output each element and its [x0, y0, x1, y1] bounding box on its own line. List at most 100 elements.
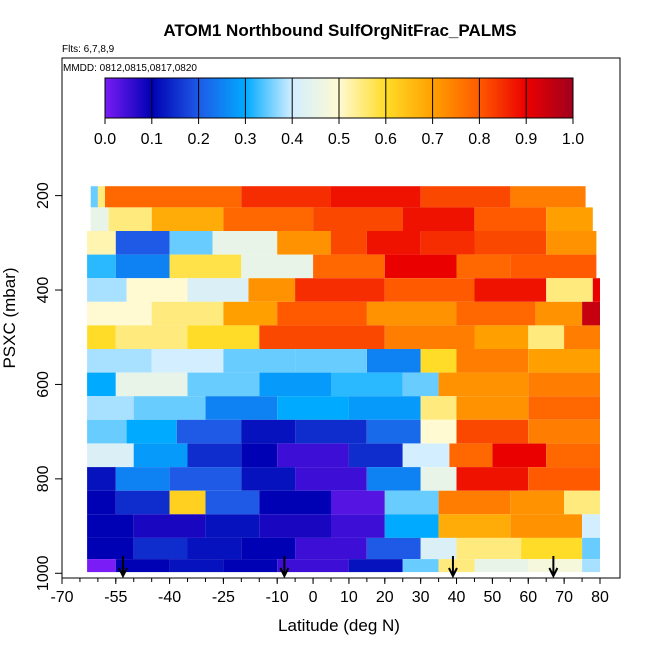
- y-axis: 200 400 600 800 1000: [35, 182, 62, 591]
- heatmap-cell: [87, 467, 116, 491]
- colorbar-tick-label: 0.6: [375, 131, 397, 148]
- heatmap-cell: [277, 301, 367, 326]
- heatmap-cell: [582, 514, 600, 538]
- heatmap-cell: [259, 325, 385, 349]
- heatmap-cell: [582, 301, 600, 326]
- y-axis-label: PSXC (mbar): [0, 267, 19, 368]
- x-axis-label: Latitude (deg N): [278, 616, 400, 635]
- heatmap-cell: [366, 301, 457, 326]
- heatmap-cell: [546, 443, 600, 468]
- colorbar-tick-label: 0.2: [187, 131, 209, 148]
- heatmap-cell: [295, 537, 367, 560]
- heatmap-cell: [420, 396, 457, 420]
- heatmap-cell: [187, 537, 242, 560]
- heatmap-cell: [528, 419, 600, 444]
- colorbar-tick-label: 0.1: [141, 131, 163, 148]
- dates-label: MMDD: 0812,0815,0817,0820: [63, 63, 197, 74]
- heatmap-cell: [546, 278, 593, 302]
- heatmap-cell: [384, 278, 475, 302]
- heatmap-cell: [564, 325, 600, 349]
- heatmap-cell: [366, 419, 421, 444]
- flight-marker-arrowhead: [548, 567, 559, 579]
- x-tick-label: 50: [484, 589, 502, 606]
- heatmap-cell: [187, 443, 242, 468]
- heatmap-cell: [420, 231, 475, 255]
- heatmap-cell: [176, 419, 242, 444]
- heatmap-cell: [510, 254, 597, 279]
- heatmap-cell: [105, 186, 242, 208]
- heatmap-cell: [528, 349, 600, 373]
- heatmap-cell: [331, 490, 385, 515]
- heatmap-cell: [474, 278, 547, 302]
- heatmap-cell: [87, 514, 134, 538]
- heatmap-cell: [187, 372, 260, 397]
- heatmap-cell: [313, 254, 385, 279]
- heatmap-cell: [151, 349, 224, 373]
- heatmap-cell: [474, 325, 529, 349]
- heatmap-cell: [384, 325, 475, 349]
- heatmap-cell: [133, 537, 188, 560]
- heatmap-cell: [331, 186, 421, 208]
- heatmap-cell: [366, 349, 421, 373]
- heatmap-cell: [348, 559, 403, 573]
- heatmap-cell: [87, 325, 116, 349]
- heatmap-cell: [592, 278, 600, 302]
- heatmap-cell: [169, 231, 213, 255]
- heatmap-cell: [456, 537, 522, 560]
- heatmap-cell: [295, 278, 385, 302]
- heatmap-cell: [546, 231, 597, 255]
- heatmap-cell: [420, 537, 457, 560]
- heatmap-cell: [402, 372, 439, 397]
- heatmap-cell: [241, 419, 296, 444]
- colorbar: 0.0 0.1 0.2 0.3 0.4 0.5 0.6 0.7 0.8 0.9 1.0: [94, 77, 584, 148]
- colorbar-tick-label: 0.5: [328, 131, 350, 148]
- colorbar-tick-label: 0.8: [468, 131, 490, 148]
- heatmap-cell: [528, 467, 600, 491]
- plot-frame: [61, 57, 621, 579]
- x-axis: -70 -55 -40 -25 -10 0 10 20 30 40 50 60 70 80: [50, 578, 609, 606]
- heatmap-cell: [348, 396, 421, 420]
- heatmap-cell: [87, 231, 116, 255]
- x-tick-label: 60: [519, 589, 537, 606]
- heatmap-cell: [402, 559, 439, 573]
- flight-marker-arrowhead: [118, 567, 128, 579]
- heatmap-cell: [528, 559, 583, 573]
- x-tick-label: -25: [212, 589, 235, 606]
- heatmap-cell: [438, 372, 529, 397]
- heatmap-cell: [402, 443, 450, 468]
- heatmap-cell: [331, 372, 403, 397]
- x-tick-label: -10: [266, 589, 289, 606]
- heatmap-cell: [87, 443, 134, 468]
- heatmap-cell: [474, 207, 547, 231]
- heatmap-cell: [212, 231, 278, 255]
- y-tick-label: 200: [35, 182, 52, 209]
- flights-label: Flts: 6,7,8,9: [62, 44, 115, 55]
- colorbar-tick-label: 0.0: [94, 131, 116, 148]
- heatmap-cell: [384, 490, 439, 515]
- x-tick-label: 10: [340, 589, 358, 606]
- x-tick-label: 70: [555, 589, 573, 606]
- colorbar-tick-label: 0.3: [234, 131, 256, 148]
- x-tick-label: 20: [376, 589, 394, 606]
- heatmap-cell: [277, 396, 349, 420]
- heatmap-cell: [277, 559, 349, 573]
- flight-markers: [118, 556, 559, 579]
- heatmap-cell: [169, 254, 242, 279]
- heatmap-cell: [438, 559, 475, 573]
- heatmap-cell: [259, 514, 331, 538]
- x-tick-label: 80: [591, 589, 609, 606]
- heatmap-cell: [223, 301, 278, 326]
- heatmap-cell: [223, 207, 314, 231]
- heatmap-cell: [151, 301, 224, 326]
- chart-title: ATOM1 Northbound SulfOrgNitFrac_PALMS: [163, 21, 516, 40]
- heatmap-cell: [108, 207, 152, 231]
- heatmap-cell: [420, 467, 457, 491]
- flight-marker-arrowhead: [448, 567, 458, 579]
- heatmap-cell: [115, 325, 188, 349]
- heatmap-cell: [259, 372, 331, 397]
- heatmap-cell: [420, 349, 457, 373]
- heatmap-cell: [420, 186, 511, 208]
- colorbar-tick-label: 0.4: [281, 131, 303, 148]
